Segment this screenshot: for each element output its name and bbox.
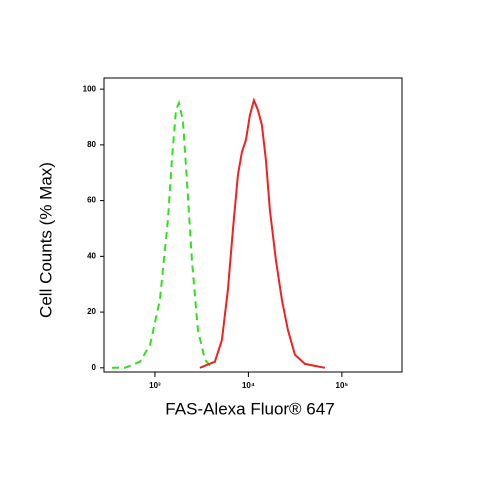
y-tick-label: 20 — [87, 307, 96, 316]
y-tick-label: 100 — [83, 84, 97, 93]
x-tick-label: 10³ — [149, 381, 161, 390]
x-tick-label: 10⁴ — [242, 381, 255, 390]
x-axis-label: FAS-Alexa Fluor® 647 — [165, 399, 334, 418]
y-tick-label: 80 — [87, 140, 96, 149]
y-tick-label: 40 — [87, 251, 96, 260]
plot-frame — [103, 77, 403, 373]
y-axis-label: Cell Counts (% Max) — [36, 162, 55, 318]
x-tick-label: 10⁵ — [336, 381, 349, 390]
y-tick-label: 60 — [87, 196, 96, 205]
y-tick-label: 0 — [92, 363, 97, 372]
histogram-line — [199, 97, 326, 369]
histogram-line — [112, 99, 213, 369]
